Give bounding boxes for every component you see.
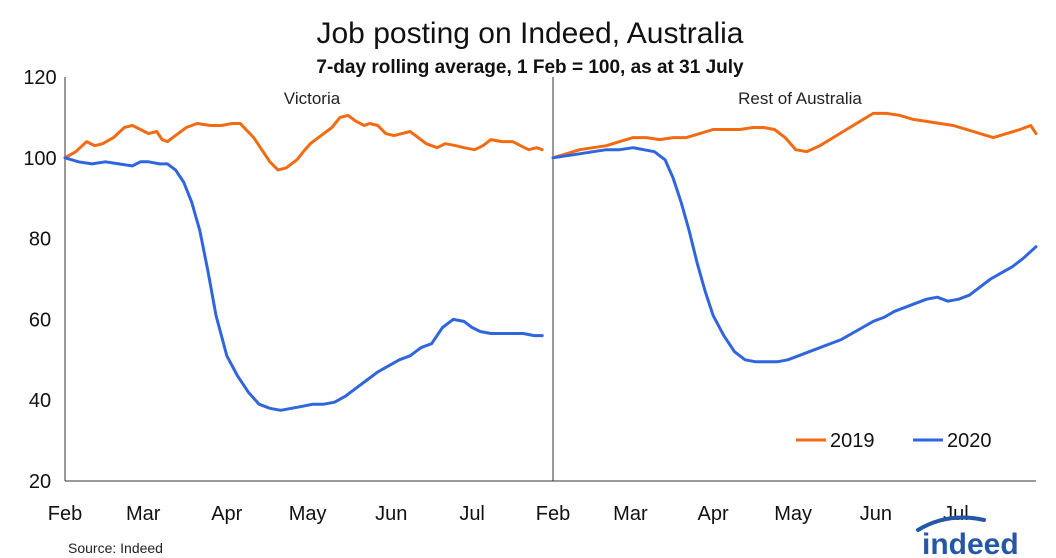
x-tick-label: Jul (459, 503, 485, 525)
y-tick-label: 80 (29, 229, 51, 251)
y-tick-label: 120 (23, 67, 56, 89)
axes (64, 77, 1036, 482)
legend-label-2019: 2019 (830, 430, 875, 452)
x-axis-ticks: Feb Mar Apr May Jun Jul Feb Mar Apr May Jun Jul (48, 503, 969, 525)
source-note: Source: Indeed (68, 540, 163, 556)
series-line-2020 (551, 146, 1038, 364)
series-lines (63, 111, 1038, 412)
series-line-2019 (551, 111, 1038, 160)
chart-subtitle: 7-day rolling average, 1 Feb = 100, as a… (316, 57, 744, 78)
logo-swoosh-icon (916, 515, 986, 532)
x-tick-label: Jul (943, 503, 969, 525)
series-line-2020 (63, 156, 544, 412)
x-tick-label: May (289, 503, 327, 525)
y-tick-label: 60 (29, 309, 51, 331)
panel-labels: Victoria Rest of Australia (284, 89, 863, 108)
x-tick-label: Feb (536, 503, 570, 525)
y-tick-label: 100 (23, 148, 56, 170)
x-tick-label: May (774, 503, 812, 525)
x-tick-label: Apr (698, 503, 729, 525)
y-tick-label: 20 (29, 471, 51, 493)
series-line-2019 (63, 113, 544, 172)
logo-text: indeed (922, 528, 1019, 558)
x-tick-label: Mar (613, 503, 648, 525)
panel-label: Rest of Australia (738, 89, 862, 108)
legend: 2019 2020 (796, 430, 992, 452)
panel-label: Victoria (284, 89, 341, 108)
x-tick-label: Apr (211, 503, 242, 525)
y-tick-label: 40 (29, 390, 51, 412)
x-tick-label: Feb (48, 503, 82, 525)
x-tick-label: Jun (860, 503, 892, 525)
x-tick-label: Mar (126, 503, 161, 525)
y-axis-ticks: 20 40 60 80 100 120 (23, 67, 56, 493)
x-tick-label: Jun (375, 503, 407, 525)
chart-title: Job posting on Indeed, Australia (317, 17, 744, 50)
legend-label-2020: 2020 (947, 430, 992, 452)
indeed-logo: indeed (916, 515, 1019, 558)
